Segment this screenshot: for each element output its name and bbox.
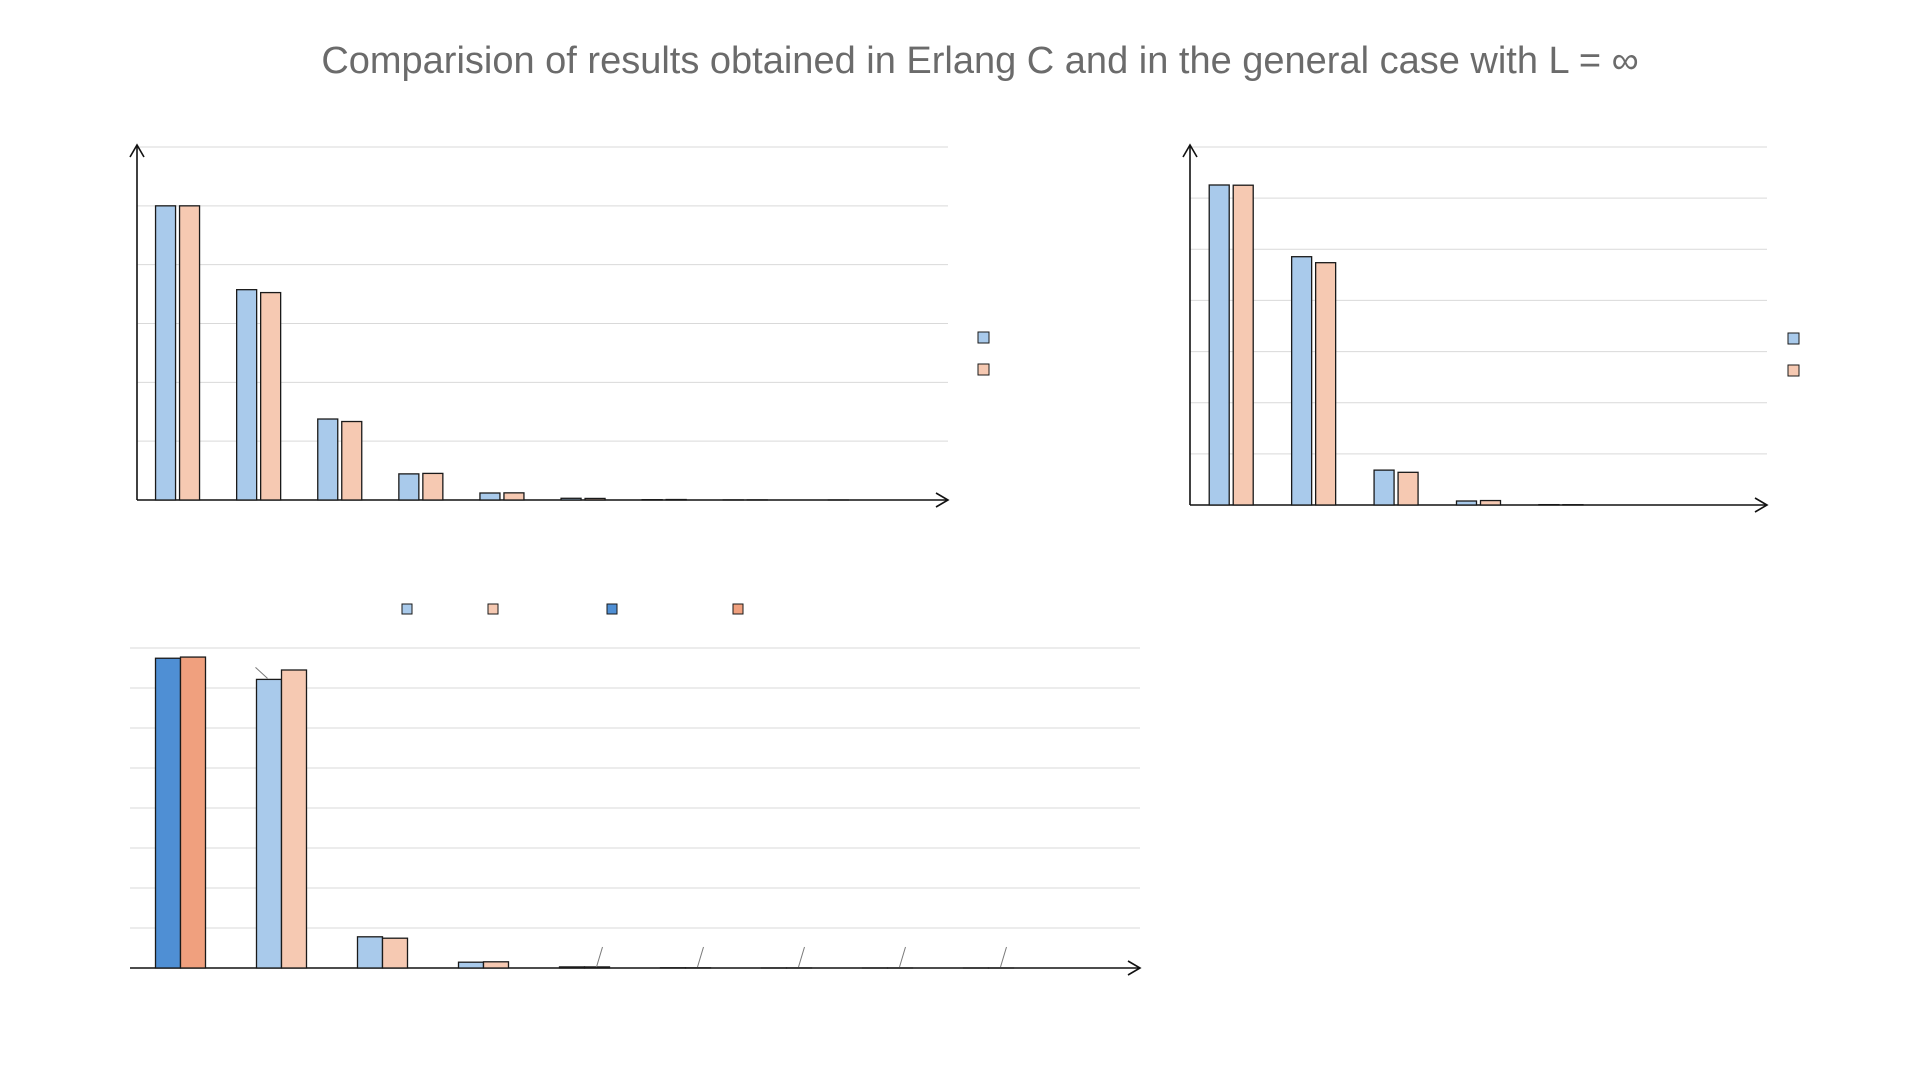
x-axis-arrow [1754,497,1769,513]
bar [255,678,283,969]
bar [1373,469,1395,506]
leader-line [798,946,805,968]
bar [341,420,363,501]
legend-swatch [606,603,618,615]
bar [503,492,525,501]
bar [317,418,339,501]
x-axis-arrow [1127,960,1142,976]
bar [280,669,308,969]
bar [1208,184,1230,506]
bar [381,937,409,969]
bar [1397,471,1419,506]
page-title: Comparision of results obtained in Erlan… [321,40,1639,82]
leader-line [255,667,268,679]
y-axis-arrow [129,143,145,158]
legend-swatch [487,603,499,615]
bar [235,289,258,501]
bar [457,961,485,969]
leader-line [1000,946,1007,968]
bar [356,936,384,969]
bar [1232,184,1254,506]
y-axis-arrow [1182,143,1198,158]
legend-swatch [977,363,990,376]
bar [154,657,182,969]
bar [154,205,177,501]
bar [558,966,586,969]
bar [422,472,444,501]
bar [259,291,282,501]
leader-line [596,946,603,968]
bar [1455,500,1478,506]
bar [482,961,510,969]
legend-swatch [401,603,413,615]
bar [179,656,207,969]
legend-swatch [1787,332,1800,345]
legend-swatch [1787,364,1800,377]
bar [1479,499,1502,506]
legend-swatch [732,603,744,615]
leader-line [899,946,906,968]
leader-line [697,946,704,968]
bar [584,497,606,501]
bar [479,492,501,501]
bar [1314,262,1337,506]
bar [560,497,582,501]
bar [1290,256,1313,506]
bar [398,473,420,501]
x-axis-arrow [935,492,950,508]
bar [583,966,611,969]
bar [178,205,201,501]
legend-swatch [977,331,990,344]
